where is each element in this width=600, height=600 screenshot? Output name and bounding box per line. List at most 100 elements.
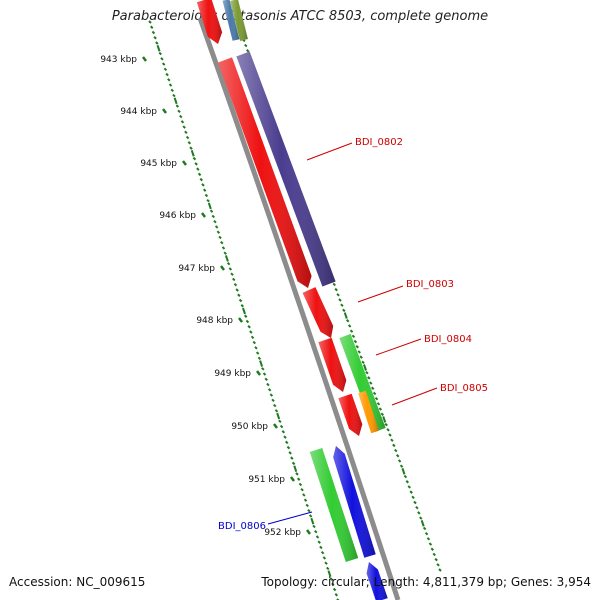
ruler-tick-outer (426, 537, 431, 541)
gene-label-bdi-0802[interactable]: BDI_0802 (355, 137, 403, 148)
ruler-tick-inner (250, 335, 255, 339)
ruler-tick-inner (281, 430, 286, 434)
ruler-tick-inner (206, 198, 210, 203)
ruler-major-tick (220, 265, 225, 271)
ruler-tick-inner (213, 219, 217, 224)
ruler-tick-inner (326, 566, 330, 571)
callout-line (375, 338, 422, 356)
ruler-tick-inner (187, 141, 192, 145)
gene-label-bdi-0805[interactable]: BDI_0805 (440, 383, 488, 394)
ruler-tick-inner (182, 125, 186, 129)
ruler-tick-outer (409, 490, 413, 494)
ruler-tick-inner (151, 30, 156, 35)
ruler-major-tick (182, 160, 187, 166)
ruler-tick-outer (378, 407, 383, 411)
ruler-tick-inner (158, 51, 162, 56)
ruler-tick-outer (365, 370, 369, 375)
ruler-tick-outer (438, 568, 442, 572)
ruler-tick-inner (278, 419, 282, 424)
ruler-tick-inner (237, 293, 241, 297)
ruler-tick-outer (394, 448, 398, 453)
ruler-tick-outer (395, 454, 400, 458)
ruler-tick-inner (308, 514, 313, 518)
ruler-tick-outer (343, 312, 348, 319)
ruler-tick-inner (262, 372, 267, 376)
ruler-tick-inner (211, 214, 215, 219)
ruler-tick-inner (259, 360, 264, 367)
ruler-tick-inner (220, 240, 224, 245)
ruler-tick-inner (314, 529, 318, 534)
ruler-tick-outer (351, 334, 356, 339)
ruler-major-tick (142, 56, 147, 62)
ruler-tick-inner (233, 283, 238, 287)
ruler-tick-outer (411, 495, 415, 500)
ruler-tick-inner (170, 88, 174, 93)
ruler-tick-outer (374, 396, 379, 401)
ruler-tick-outer (420, 519, 425, 527)
ruler-tick-inner (199, 177, 203, 182)
ruler-tick-inner (175, 104, 180, 108)
ruler-tick-inner (331, 582, 335, 586)
ruler-tick-outer (401, 468, 406, 475)
ruler-tick-outer (367, 376, 371, 380)
gene-red-mid[interactable] (318, 337, 347, 392)
ruler-tick-outer (436, 563, 440, 567)
ruler-tick-outer (399, 464, 404, 468)
ruler-tick-inner (320, 551, 325, 555)
ruler-tick-inner (273, 403, 277, 408)
ruler-tick-inner (156, 44, 161, 52)
ruler-tick-outer (428, 542, 433, 546)
ruler-major-tick (162, 108, 167, 114)
ruler-tick-inner (204, 193, 209, 198)
gene-label-bdi-0804[interactable]: BDI_0804 (424, 334, 472, 345)
ruler-tick-inner (291, 461, 296, 466)
gene-red-long[interactable] (218, 57, 312, 289)
ruler-tick-inner (261, 367, 265, 371)
ruler-tick-outer (407, 485, 411, 489)
ruler-tick-inner (232, 277, 236, 282)
ruler-label: 949 kbp (214, 369, 251, 379)
ruler-tick-outer (424, 531, 429, 536)
ruler-tick-outer (334, 287, 338, 292)
ruler-tick-inner (283, 435, 287, 439)
ruler-tick-inner (192, 156, 197, 161)
ruler-tick-outer (342, 308, 346, 313)
ruler-tick-outer (380, 412, 385, 416)
ruler-tick-outer (363, 364, 367, 371)
ruler-tick-inner (185, 135, 190, 140)
callout-line (391, 387, 438, 406)
ruler-tick-inner (302, 493, 306, 497)
ruler-tick-outer (336, 293, 340, 297)
ruler-label: 950 kbp (231, 422, 268, 432)
ruler-tick-inner (303, 498, 308, 502)
ruler-tick-inner (160, 57, 164, 61)
gene-label-bdi-0803[interactable]: BDI_0803 (406, 279, 454, 290)
ruler-tick-inner (224, 255, 229, 262)
ruler-tick-outer (417, 511, 421, 515)
ruler-tick-outer (434, 557, 438, 562)
ruler-tick-outer (361, 360, 365, 365)
ruler-tick-inner (155, 41, 159, 45)
ruler-tick-inner (165, 72, 169, 77)
ruler-tick-inner (322, 556, 327, 560)
ruler-tick-inner (216, 230, 221, 234)
ruler-tick-inner (298, 482, 303, 487)
genome-summary-text: Topology: circular; Length: 4,811,379 bp… (261, 575, 591, 589)
ruler-tick-outer (349, 329, 354, 333)
ruler-tick-inner (153, 36, 157, 40)
ruler-tick-inner (235, 288, 239, 292)
ruler-tick-inner (161, 62, 166, 66)
gene-label-bdi-0806[interactable]: BDI_0806 (218, 521, 266, 532)
ruler-tick-inner (194, 162, 198, 166)
ruler-label: 948 kbp (196, 316, 233, 326)
ruler-tick-inner (327, 570, 332, 578)
ruler-tick-inner (218, 235, 222, 240)
ruler-tick-inner (307, 508, 311, 513)
ruler-tick-inner (148, 20, 152, 24)
ruler-tick-inner (247, 325, 251, 329)
ruler-label: 943 kbp (100, 55, 137, 65)
ruler-tick-inner (230, 272, 234, 276)
ruler-tick-outer (384, 422, 388, 427)
ruler-tick-inner (172, 93, 176, 98)
ruler-tick-inner (202, 188, 207, 192)
